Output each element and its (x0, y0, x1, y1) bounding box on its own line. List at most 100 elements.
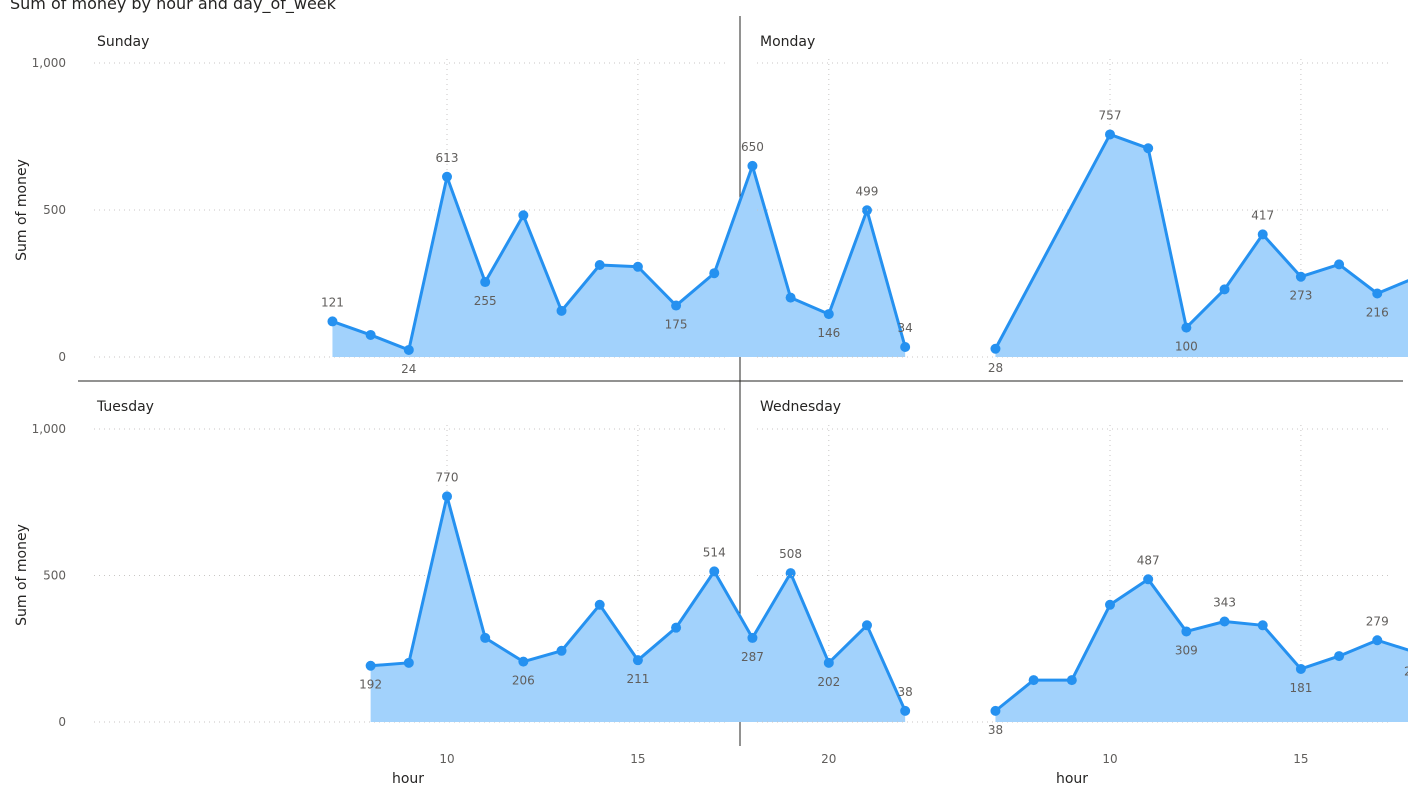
data-label: 146 (817, 326, 840, 340)
x-tick-label: 20 (821, 752, 836, 766)
data-label: 121 (321, 295, 344, 309)
data-label: 417 (1251, 208, 1274, 222)
panel-title: Sunday (97, 34, 149, 50)
y-axis-title-bottom: Sum of money (14, 524, 30, 626)
data-point (785, 568, 796, 579)
panel-title: Monday (760, 34, 815, 50)
series-line (331, 164, 907, 352)
data-point (518, 210, 529, 221)
data-label: 238 (1404, 664, 1408, 678)
data-label: 487 (1137, 553, 1160, 567)
x-tick-label: 10 (439, 752, 454, 766)
data-label: 34 (898, 321, 913, 335)
data-point (442, 491, 452, 502)
data-point (365, 329, 376, 340)
data-point (1219, 284, 1230, 295)
data-label: 38 (898, 685, 913, 699)
data-point (1372, 288, 1383, 299)
data-label: 206 (512, 674, 535, 688)
chart-title: Sum of money by hour and day_of_week (10, 0, 336, 13)
data-point (1295, 663, 1306, 674)
data-label: 273 (1289, 289, 1312, 303)
data-label: 287 (741, 650, 764, 664)
data-label: 757 (1099, 108, 1122, 122)
y-tick-label: 1,000 (32, 56, 66, 70)
data-point (990, 343, 1001, 354)
data-label: 343 (1213, 596, 1236, 610)
data-label: 192 (359, 678, 382, 692)
data-label: 508 (779, 547, 802, 561)
data-point (1257, 620, 1268, 631)
panel-title: Tuesday (96, 399, 154, 415)
data-point (1105, 129, 1115, 140)
x-tick-label: 15 (630, 752, 645, 766)
data-point (1372, 635, 1383, 646)
x-axis-title-left: hour (392, 771, 424, 787)
series-area (332, 165, 906, 357)
data-label: 255 (474, 294, 497, 308)
data-label: 202 (817, 675, 840, 689)
data-point (556, 305, 567, 316)
y-tick-label: 0 (58, 350, 66, 364)
data-label: 499 (856, 184, 879, 198)
data-label: 216 (1366, 305, 1389, 319)
data-point (861, 620, 872, 631)
data-point (518, 656, 529, 667)
data-label: 100 (1175, 340, 1198, 354)
data-point (1028, 675, 1039, 686)
data-label: 175 (665, 318, 688, 332)
x-axis-title-right: hour (1056, 771, 1088, 787)
y-tick-label: 500 (43, 203, 66, 217)
data-point (1143, 574, 1154, 585)
data-point (1181, 626, 1192, 637)
data-point (403, 344, 414, 355)
data-label: 279 (1366, 614, 1389, 628)
data-point (1295, 271, 1306, 282)
data-label: 650 (741, 140, 764, 154)
data-label: 770 (436, 470, 459, 484)
data-label: 514 (703, 545, 726, 559)
data-point (632, 655, 643, 666)
data-point (709, 268, 720, 279)
data-point (747, 160, 758, 171)
data-point (709, 566, 720, 577)
data-point (671, 300, 682, 311)
data-point (785, 292, 796, 303)
data-point (365, 660, 376, 671)
data-point (1105, 599, 1115, 610)
data-point (1143, 143, 1154, 154)
x-tick-label: 15 (1293, 752, 1308, 766)
data-point (823, 309, 834, 320)
series-area (995, 579, 1408, 722)
data-label: 181 (1289, 681, 1312, 695)
y-tick-label: 0 (58, 715, 66, 729)
data-point (556, 645, 567, 656)
panel-title: Wednesday (760, 399, 841, 415)
data-point (594, 259, 605, 270)
data-label: 309 (1175, 643, 1198, 657)
data-point (1257, 229, 1268, 240)
data-point (480, 632, 491, 643)
data-label: 38 (988, 723, 1003, 737)
data-point (403, 657, 414, 668)
data-point (632, 261, 643, 272)
data-point (442, 171, 452, 182)
data-point (747, 632, 758, 643)
y-tick-label: 1,000 (32, 422, 66, 436)
data-label: 28 (988, 361, 1003, 375)
data-point (1181, 322, 1192, 333)
y-tick-label: 500 (43, 569, 66, 583)
data-label: 24 (401, 362, 416, 376)
data-point (823, 657, 834, 668)
data-point (861, 205, 872, 216)
series-area (370, 496, 906, 722)
data-point (1219, 616, 1230, 627)
data-point (900, 705, 911, 716)
data-point (327, 316, 338, 327)
series-area (995, 134, 1408, 357)
data-label: 211 (626, 672, 649, 686)
data-point (1334, 651, 1345, 662)
y-axis-title-top: Sum of money (14, 159, 30, 261)
data-point (594, 599, 605, 610)
